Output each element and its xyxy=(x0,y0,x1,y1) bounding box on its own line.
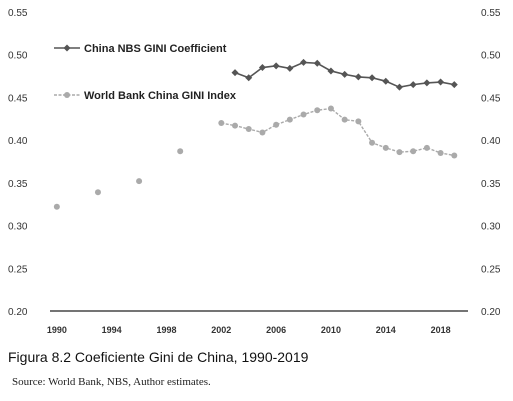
y-tick-label-left: 0.20 xyxy=(8,307,28,318)
series-line xyxy=(221,107,455,157)
data-point xyxy=(368,74,376,82)
y-tick-label-right: 0.35 xyxy=(481,179,501,190)
series-china-nbs-gini xyxy=(231,58,458,91)
legend: China NBS GINI Coefficient World Bank Chi… xyxy=(54,43,237,102)
data-point xyxy=(218,120,225,127)
data-point xyxy=(327,67,335,75)
x-tick-label: 2006 xyxy=(266,325,286,335)
data-point xyxy=(273,121,280,128)
figure-caption: Figura 8.2 Coeficiente Gini de China, 19… xyxy=(8,349,309,365)
data-point xyxy=(136,178,143,185)
data-point xyxy=(314,107,321,114)
data-point xyxy=(300,58,308,66)
data-point xyxy=(450,81,458,89)
x-tick-label: 1994 xyxy=(102,325,122,335)
y-tick-label-right: 0.20 xyxy=(481,307,501,318)
series-layer xyxy=(53,58,458,210)
data-point xyxy=(341,70,349,78)
data-point xyxy=(245,74,253,82)
data-point xyxy=(395,83,403,91)
data-point xyxy=(286,116,293,123)
data-point xyxy=(245,126,252,133)
y-tick-label-right: 0.50 xyxy=(481,51,501,62)
x-tick-label: 1990 xyxy=(47,325,67,335)
y-tick-label-left: 0.35 xyxy=(8,179,28,190)
data-point xyxy=(410,148,417,155)
x-tick-label: 2014 xyxy=(376,325,396,335)
y-axis-right: 0.20 0.25 0.30 0.35 0.40 0.45 0.50 0.55 xyxy=(481,8,501,318)
x-tick-label: 1998 xyxy=(156,325,176,335)
y-tick-label-left: 0.30 xyxy=(8,222,28,233)
data-point xyxy=(409,81,417,89)
y-tick-label-left: 0.50 xyxy=(8,51,28,62)
data-point xyxy=(354,73,362,81)
data-point xyxy=(300,111,307,118)
data-point xyxy=(437,149,444,156)
y-tick-label-left: 0.25 xyxy=(8,264,28,275)
y-tick-label-right: 0.25 xyxy=(481,264,501,275)
y-tick-label-right: 0.40 xyxy=(481,136,501,147)
data-point xyxy=(451,152,458,159)
data-point xyxy=(355,118,362,125)
y-tick-label-left: 0.45 xyxy=(8,93,28,104)
x-axis: 1990 1994 1998 2002 2006 2010 2014 2018 xyxy=(47,310,468,335)
y-tick-label-right: 0.55 xyxy=(481,8,501,19)
legend-marker xyxy=(64,92,70,98)
x-tick-label: 2002 xyxy=(211,325,231,335)
y-tick-label-left: 0.40 xyxy=(8,136,28,147)
data-point xyxy=(177,148,184,155)
data-point xyxy=(327,105,334,112)
data-point xyxy=(369,139,376,146)
data-point xyxy=(258,64,266,72)
data-point xyxy=(94,189,101,196)
source-note: Source: World Bank, NBS, Author estimate… xyxy=(12,376,211,388)
data-point xyxy=(423,144,430,151)
data-point xyxy=(272,62,280,70)
y-tick-label-right: 0.30 xyxy=(481,222,501,233)
legend-label: China NBS GINI Coefficient xyxy=(84,43,227,55)
data-point xyxy=(437,78,445,86)
data-point xyxy=(382,77,390,85)
data-point xyxy=(313,59,321,67)
legend-label: World Bank China GINI Index xyxy=(84,90,237,102)
data-point xyxy=(286,64,294,72)
data-point xyxy=(231,69,239,77)
gini-chart: 0.200.250.300.350.400.450.500.55 0.200.2… xyxy=(8,8,501,335)
x-tick-label: 2010 xyxy=(321,325,341,335)
data-point xyxy=(382,144,389,151)
data-point xyxy=(232,122,239,129)
legend-marker xyxy=(63,44,71,52)
y-axis-left: 0.20 0.25 0.30 0.35 0.40 0.45 0.50 0.55 xyxy=(8,8,28,318)
series-world-bank-gini xyxy=(53,105,458,210)
y-tick-label-left: 0.55 xyxy=(8,8,28,19)
data-point xyxy=(259,129,266,136)
data-point xyxy=(53,203,60,210)
data-point xyxy=(341,116,348,123)
y-tick-label-right: 0.45 xyxy=(481,93,501,104)
data-point xyxy=(396,149,403,156)
x-tick-label: 2018 xyxy=(431,325,451,335)
data-point xyxy=(423,79,431,87)
